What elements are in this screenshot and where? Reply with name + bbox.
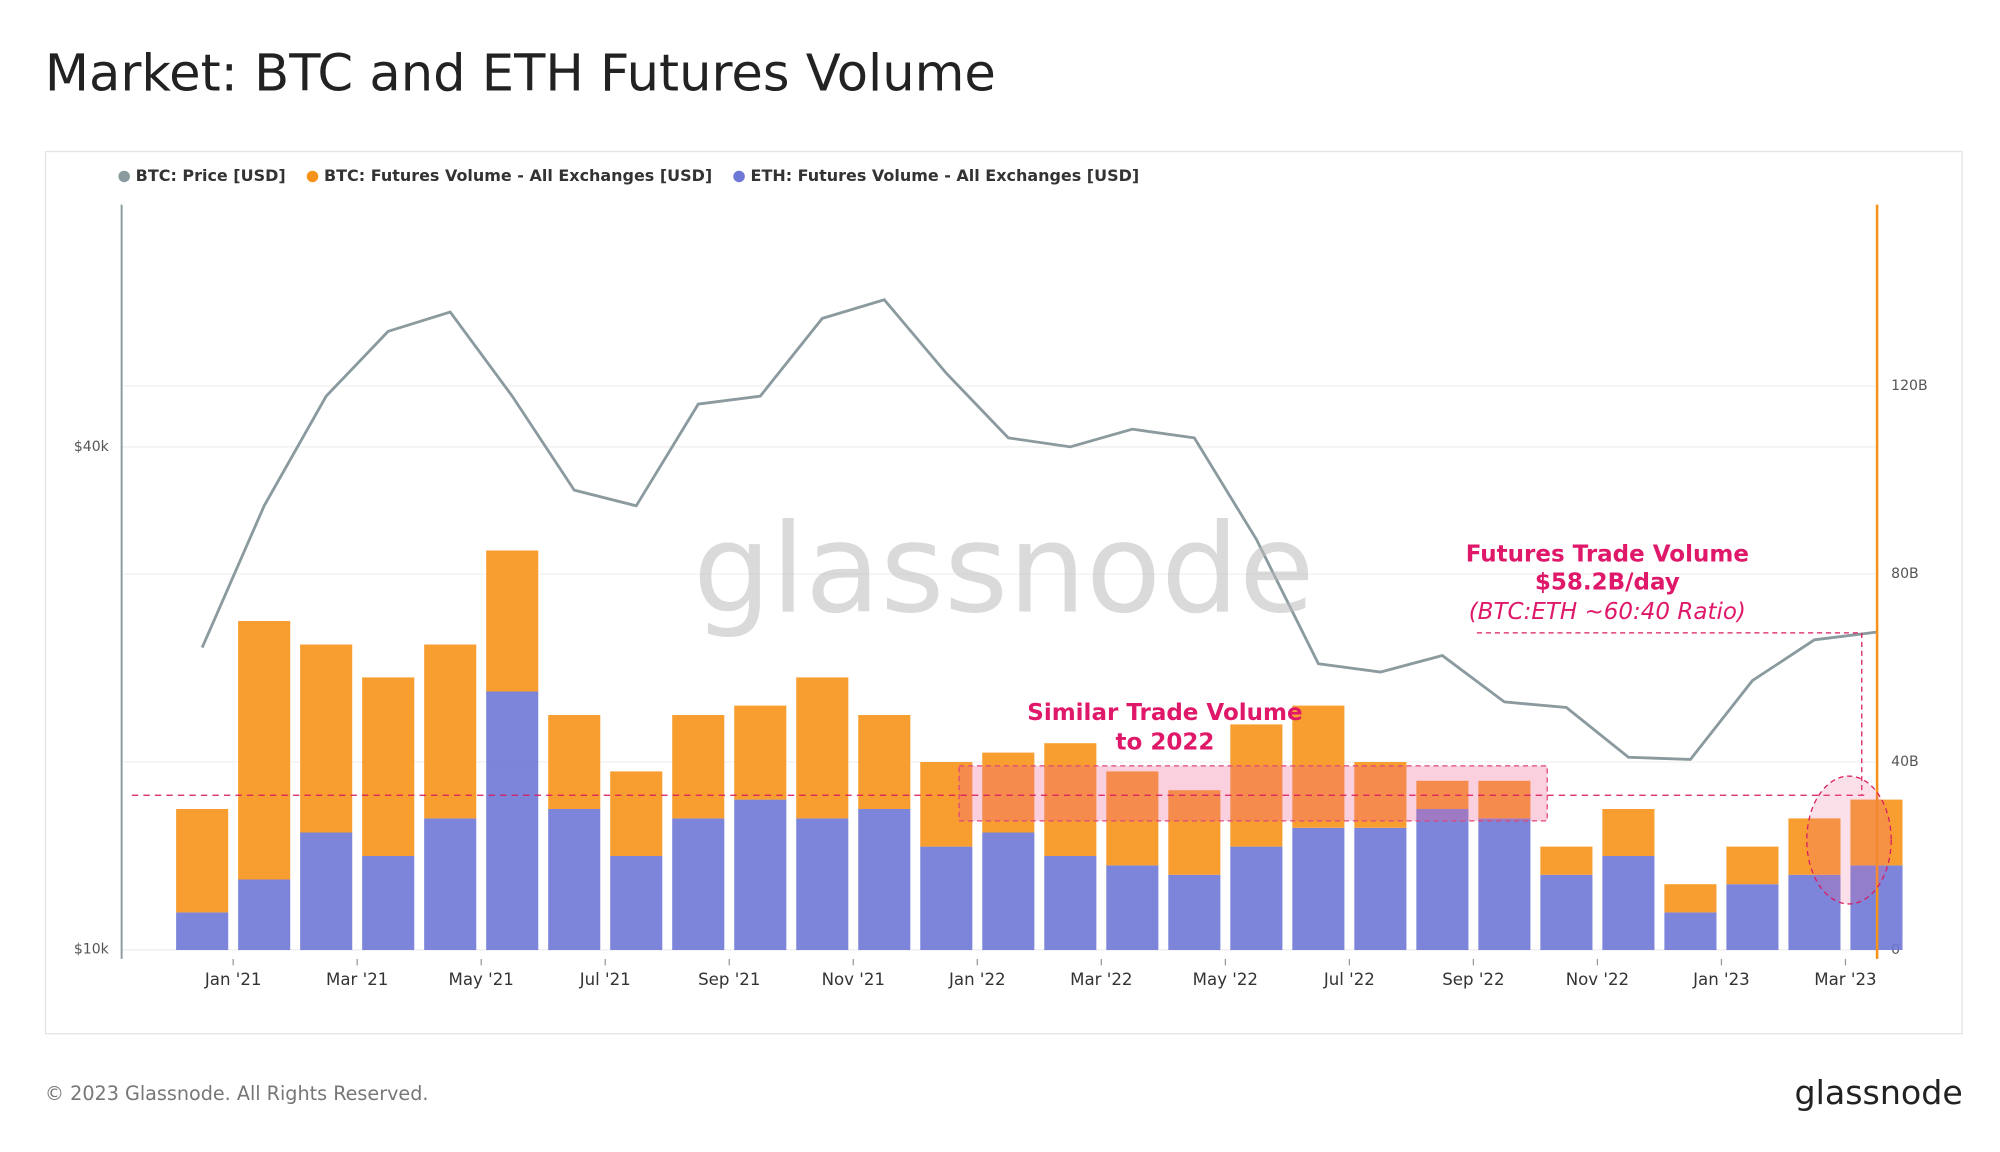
annotation-bracket — [1476, 632, 1863, 796]
bar — [1168, 874, 1221, 951]
x-tick-label: Jul '21 — [579, 970, 631, 989]
legend-label: BTC: Futures Volume - All Exchanges [USD… — [324, 166, 712, 185]
bar — [300, 832, 353, 951]
bar — [176, 912, 229, 951]
bar — [486, 691, 539, 951]
bar — [1106, 865, 1159, 951]
bar — [1168, 790, 1221, 875]
x-tick-label: Mar '23 — [1814, 970, 1876, 989]
y2-tick-label: 40B — [1891, 754, 1919, 770]
x-tick-label: Sep '21 — [698, 970, 760, 989]
x-tick-label: Mar '22 — [1070, 970, 1132, 989]
legend-label: ETH: Futures Volume - All Exchanges [USD… — [751, 166, 1140, 185]
bar — [238, 879, 291, 951]
annotation: $58.2B/day — [1535, 570, 1680, 596]
logo: glassnode — [1795, 1073, 1963, 1112]
bar — [238, 620, 291, 880]
bar — [1416, 809, 1469, 951]
bar — [1354, 827, 1407, 951]
watermark: glassnode — [693, 498, 1314, 641]
bar — [1726, 884, 1779, 951]
bar — [1664, 912, 1717, 951]
bar — [424, 644, 477, 819]
bar — [672, 715, 725, 819]
bar — [300, 644, 353, 833]
bar — [1230, 724, 1283, 847]
bar — [1602, 856, 1655, 951]
chart-title: Market: BTC and ETH Futures Volume — [45, 45, 996, 104]
annotation: to 2022 — [1116, 729, 1215, 755]
bar — [1478, 780, 1531, 819]
bar — [1540, 846, 1593, 875]
legend-label: BTC: Price [USD] — [136, 166, 286, 185]
x-tick-label: Nov '21 — [822, 970, 885, 989]
bar — [858, 715, 911, 810]
bar — [1788, 818, 1841, 875]
footer: © 2023 Glassnode. All Rights Reserved. — [45, 1082, 429, 1105]
price-line — [200, 298, 1877, 761]
bar — [1230, 846, 1283, 951]
bar — [1664, 884, 1717, 913]
bar — [1788, 874, 1841, 951]
bar — [362, 856, 415, 951]
bar — [858, 809, 911, 951]
x-tick-label: Mar '21 — [326, 970, 388, 989]
bar — [920, 762, 973, 847]
bar — [362, 677, 415, 857]
highlight-ellipse — [1806, 775, 1892, 905]
legend-marker — [733, 170, 745, 183]
y2-tick-label: 80B — [1891, 566, 1919, 582]
y-tick-label: $40k — [74, 439, 110, 455]
bar — [176, 809, 229, 913]
x-tick-label: Jul '22 — [1323, 970, 1375, 989]
x-tick-label: Jan '22 — [948, 970, 1006, 989]
bar — [548, 809, 601, 951]
bar — [672, 818, 725, 951]
legend-marker — [118, 170, 130, 183]
chart-frame — [44, 150, 1963, 1035]
annotation: Futures Trade Volume — [1466, 541, 1749, 567]
bar — [610, 856, 663, 951]
x-tick-label: May '22 — [1193, 970, 1258, 989]
bar — [982, 832, 1035, 951]
bar — [1292, 705, 1345, 828]
bar — [610, 771, 663, 857]
annotation: Similar Trade Volume — [1027, 700, 1302, 726]
bar — [1292, 827, 1345, 951]
bar — [734, 799, 787, 951]
highlight-box — [958, 765, 1548, 822]
bar — [1602, 809, 1655, 857]
bar — [1726, 846, 1779, 885]
bar — [424, 818, 477, 951]
bar — [1044, 856, 1097, 951]
bar — [796, 677, 849, 819]
legend-marker — [306, 170, 319, 183]
bar — [1044, 743, 1097, 857]
bar — [1478, 818, 1531, 951]
y-tick-label: $10k — [74, 942, 110, 958]
y2-tick-label: 120B — [1891, 378, 1927, 394]
x-tick-label: Nov '22 — [1566, 970, 1629, 989]
x-tick-label: Jan '23 — [1692, 970, 1750, 989]
bar — [796, 818, 849, 951]
x-tick-label: May '21 — [449, 970, 514, 989]
x-tick-label: Jan '21 — [204, 970, 262, 989]
x-tick-label: Sep '22 — [1442, 970, 1504, 989]
bar — [548, 715, 601, 810]
bar — [920, 846, 973, 951]
bar — [734, 705, 787, 800]
bar — [1540, 874, 1593, 951]
bar — [486, 550, 539, 692]
bar — [1106, 771, 1159, 866]
annotation: (BTC:ETH ~60:40 Ratio) — [1469, 599, 1746, 625]
